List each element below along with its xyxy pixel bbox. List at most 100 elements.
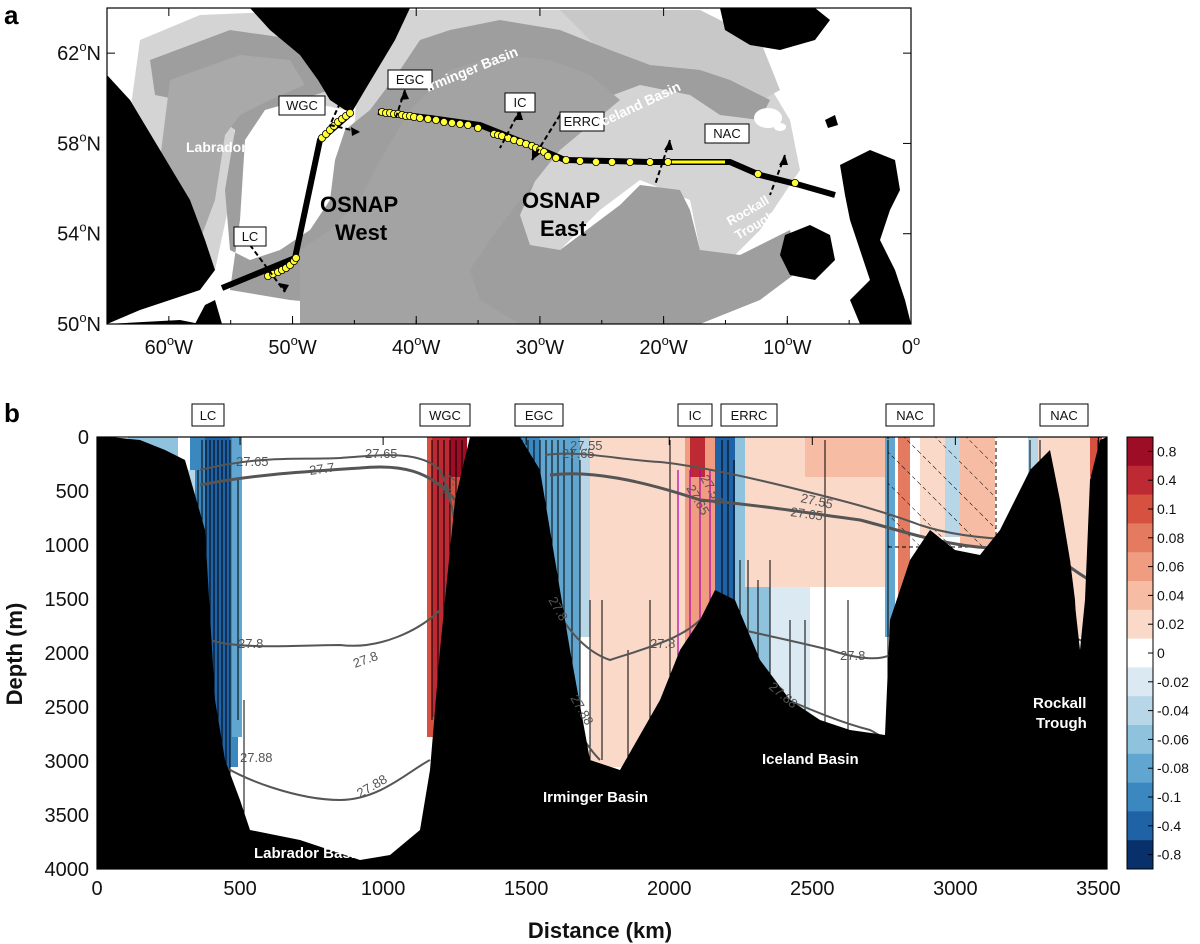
map-lon-tick-5: 10oW [763, 333, 811, 359]
svg-text:NAC: NAC [896, 408, 923, 423]
section-box-egc: EGC [514, 403, 564, 427]
map-lat-tick-2: 54oN [57, 220, 101, 246]
colorbar-label-11: -0.08 [1157, 760, 1189, 776]
section-y-tick-3: 1500 [45, 589, 90, 611]
section-area [97, 437, 1107, 869]
section-box-ic: IC [677, 403, 713, 427]
svg-text:27.7: 27.7 [308, 460, 335, 478]
map-box-wgc: WGC [278, 95, 326, 116]
section-x-tick-3: 1500 [504, 878, 549, 900]
svg-text:IC: IC [514, 95, 527, 110]
map-label-osnap-west-1: OSNAP [320, 192, 398, 217]
section-y-ticks: 0 500 1000 1500 2000 2500 3000 3500 4000 [45, 427, 1107, 881]
map-box-lc: LC [233, 226, 267, 247]
svg-text:27.65: 27.65 [236, 454, 269, 469]
svg-text:27.55: 27.55 [799, 490, 834, 511]
map-lon-ticks: 60oW 50oW 40oW 30oW 20oW 10oW 0o [106, 8, 920, 359]
map-label-labrador: Labrador Basin [186, 139, 289, 155]
colorbar-label-14: -0.8 [1157, 847, 1181, 863]
svg-text:27.88: 27.88 [240, 750, 273, 765]
section-label-trough: Trough [1036, 715, 1087, 732]
map-label-osnap-east-2: East [540, 216, 587, 241]
section-x-tick-5: 2500 [790, 878, 835, 900]
svg-text:NAC: NAC [1050, 408, 1077, 423]
map-lat-ticks: 62oN 58oN 54oN 50oN [57, 39, 911, 336]
svg-text:27.8: 27.8 [238, 636, 263, 651]
section-x-ticks: 0 500 1000 1500 2000 2500 3000 3500 [91, 437, 1121, 900]
section-y-tick-2: 1000 [45, 535, 90, 557]
map-current-boxes: WGC EGC IC ERRC NAC LC [233, 69, 750, 247]
svg-text:LC: LC [242, 229, 259, 244]
map-lon-tick-0: 60oW [145, 333, 193, 359]
colorbar-label-13: -0.4 [1157, 818, 1181, 834]
section-current-boxes: LC WGC EGC IC ERRC NAC NAC [191, 403, 1089, 427]
mooring-dots [263, 108, 800, 280]
svg-text:27.55: 27.55 [570, 438, 603, 453]
section-box-nac-1: NAC [885, 403, 935, 427]
colorbar-label-2: 0.1 [1157, 501, 1177, 517]
section-y-tick-4: 2000 [45, 643, 90, 665]
svg-text:EGC: EGC [396, 72, 424, 87]
svg-text:WGC: WGC [286, 98, 318, 113]
section-label-irminger: Irminger Basin [543, 789, 648, 806]
section-label-iceland: Iceland Basin [762, 751, 859, 768]
colorbar-label-3: 0.08 [1157, 530, 1184, 546]
map-box-egc: EGC [387, 69, 433, 90]
colorbar-label-4: 0.06 [1157, 559, 1184, 575]
svg-text:LC: LC [200, 408, 217, 423]
colorbar-label-10: -0.06 [1157, 731, 1189, 747]
section-y-tick-0: 0 [78, 427, 89, 449]
svg-text:ERRC: ERRC [731, 408, 768, 423]
map-label-osnap-west-2: West [335, 220, 388, 245]
colorbar-label-9: -0.04 [1157, 703, 1189, 719]
section-box-lc: LC [191, 403, 225, 427]
svg-text:27.65: 27.65 [562, 446, 595, 461]
section-label-labrador: Labrador Basin [254, 845, 364, 862]
section-box-nac-2: NAC [1039, 403, 1089, 427]
colorbar-label-8: -0.02 [1157, 674, 1189, 690]
colorbar: 0.8 0.4 0.1 0.08 0.06 0.04 0.02 0 -0.02 -0.04 -0.0… [1126, 436, 1189, 870]
section-x-tick-4: 2000 [647, 878, 692, 900]
section-y-tick-1: 500 [56, 481, 89, 503]
section-y-title: Depth (m) [2, 603, 27, 706]
map-box-ic: IC [504, 92, 536, 113]
map-lon-tick-3: 30oW [516, 333, 564, 359]
section-x-tick-7: 3500 [1076, 878, 1121, 900]
svg-text:27.65: 27.65 [790, 504, 824, 523]
svg-text:EGC: EGC [525, 408, 553, 423]
colorbar-label-5: 0.04 [1157, 587, 1184, 603]
map-lat-tick-1: 58oN [57, 129, 101, 155]
colorbar-label-7: 0 [1157, 645, 1165, 661]
section-y-tick-7: 3500 [45, 805, 90, 827]
map-lon-tick-1: 50oW [268, 333, 316, 359]
colorbar-label-6: 0.02 [1157, 616, 1184, 632]
section-label-rockall: Rockall [1033, 695, 1086, 712]
section-x-title: Distance (km) [528, 918, 672, 943]
svg-text:WGC: WGC [429, 408, 461, 423]
panel-b-label: b [4, 398, 20, 428]
section-x-tick-0: 0 [91, 878, 102, 900]
arrow-heads [279, 90, 788, 292]
svg-text:27.8: 27.8 [650, 636, 675, 651]
map-area [107, 8, 911, 324]
colorbar-label-1: 0.4 [1157, 472, 1177, 488]
map-lat-tick-3: 50oN [57, 310, 101, 336]
section-x-tick-6: 3000 [933, 878, 978, 900]
map-box-nac: NAC [704, 123, 750, 144]
svg-text:IC: IC [689, 408, 702, 423]
svg-text:ERRC: ERRC [564, 114, 601, 129]
section-y-tick-6: 3000 [45, 751, 90, 773]
section-box-wgc: WGC [419, 403, 471, 427]
section-box-errc: ERRC [720, 403, 778, 427]
map-lon-tick-6: 0o [902, 333, 920, 359]
map-box-errc: ERRC [559, 111, 605, 132]
section-y-tick-5: 2500 [45, 697, 90, 719]
section-x-tick-2: 1000 [361, 878, 406, 900]
section-x-tick-1: 500 [223, 878, 256, 900]
colorbar-label-12: -0.1 [1157, 789, 1181, 805]
panel-a-label: a [4, 0, 19, 30]
map-lon-tick-4: 20oW [639, 333, 687, 359]
map-label-osnap-east-1: OSNAP [522, 188, 600, 213]
svg-text:27.8: 27.8 [840, 648, 865, 663]
